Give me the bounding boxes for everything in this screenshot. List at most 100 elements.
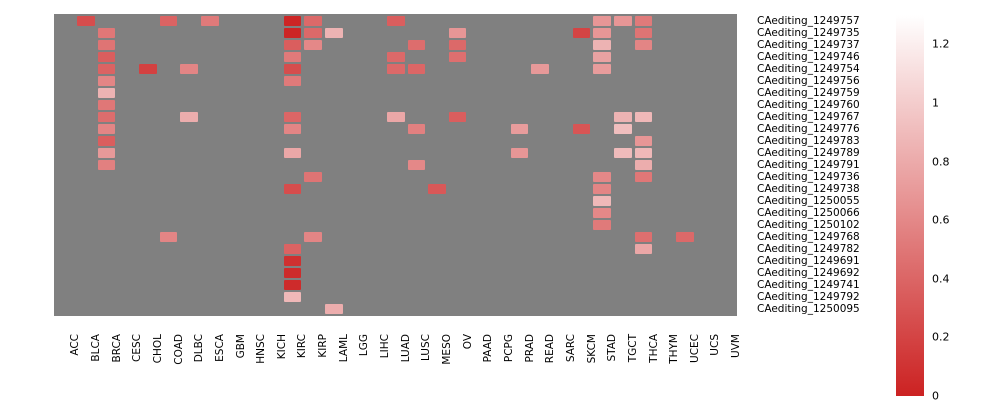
heatmap-cell [531, 64, 550, 74]
heatmap-cell [366, 208, 384, 218]
row-label: CAediting_1249754 [757, 63, 860, 75]
heatmap-cell [655, 40, 673, 50]
heatmap-cell [221, 76, 240, 86]
heatmap-cell [696, 28, 715, 38]
heatmap-cell [180, 208, 199, 218]
heatmap-cell [634, 52, 653, 62]
heatmap-cell [655, 64, 673, 74]
heatmap-cell [97, 88, 116, 98]
heatmap-cell [242, 112, 260, 122]
heatmap-cell [428, 304, 446, 314]
heatmap-cell [159, 100, 178, 110]
row-label: CAediting_1249760 [757, 99, 860, 111]
heatmap-cell [386, 40, 405, 50]
heatmap-cell [593, 244, 612, 254]
heatmap-cell [304, 52, 322, 62]
heatmap-cell [572, 280, 591, 290]
heatmap-cell [263, 292, 281, 302]
heatmap-cell [139, 220, 157, 230]
heatmap-cell [510, 52, 529, 62]
heatmap-cell [324, 232, 343, 242]
heatmap-cell [180, 64, 199, 74]
heatmap-cell [448, 196, 467, 206]
heatmap-cell [345, 304, 364, 314]
heatmap-cell [407, 208, 426, 218]
row-label: CAediting_1249746 [757, 51, 860, 63]
column-label: SKCM [585, 334, 598, 364]
heatmap-cell [490, 112, 508, 122]
heatmap-cell [283, 124, 302, 134]
heatmap-cell [324, 76, 343, 86]
heatmap-cell [717, 280, 735, 290]
heatmap-cell [56, 112, 75, 122]
heatmap-cell [159, 292, 178, 302]
heatmap-cell [242, 220, 260, 230]
heatmap-cell [696, 232, 715, 242]
heatmap-cell [552, 112, 570, 122]
heatmap-cell [139, 100, 157, 110]
heatmap-cell [448, 40, 467, 50]
heatmap-cell [366, 52, 384, 62]
heatmap-cell [717, 136, 735, 146]
heatmap-cell [510, 172, 529, 182]
column-label: LIHC [379, 334, 392, 359]
heatmap-cell [572, 232, 591, 242]
heatmap-cell [118, 100, 137, 110]
heatmap-cell [407, 40, 426, 50]
heatmap-cell [552, 196, 570, 206]
heatmap-cell [614, 304, 632, 314]
heatmap-cell [304, 40, 322, 50]
heatmap-cell [448, 112, 467, 122]
heatmap-cell [717, 124, 735, 134]
column-label: LAML [337, 334, 350, 363]
heatmap-cell [56, 64, 75, 74]
heatmap-cell [283, 196, 302, 206]
heatmap-cell [593, 100, 612, 110]
row-label: CAediting_1249776 [757, 123, 860, 135]
heatmap-cell [263, 232, 281, 242]
heatmap-cell [717, 292, 735, 302]
heatmap-cell [221, 244, 240, 254]
heatmap-cell [696, 148, 715, 158]
column-label: PCPG [502, 334, 515, 363]
heatmap-cell [324, 244, 343, 254]
heatmap-cell [655, 280, 673, 290]
heatmap-cell [118, 16, 137, 26]
heatmap-cell [634, 256, 653, 266]
heatmap-cell [490, 232, 508, 242]
heatmap-cell [77, 220, 95, 230]
heatmap-cell [448, 172, 467, 182]
column-label: BLCA [89, 334, 102, 362]
heatmap-cell [97, 100, 116, 110]
heatmap-cell [324, 256, 343, 266]
heatmap-cell [386, 232, 405, 242]
heatmap-cell [676, 280, 694, 290]
heatmap-cell [304, 28, 322, 38]
heatmap-cell [345, 280, 364, 290]
heatmap-cell [510, 220, 529, 230]
heatmap-cell [469, 196, 488, 206]
heatmap-cell [221, 196, 240, 206]
heatmap-cell [201, 304, 219, 314]
heatmap-cell [469, 52, 488, 62]
heatmap-cell [469, 64, 488, 74]
heatmap-cell [531, 220, 550, 230]
heatmap-cell [180, 28, 199, 38]
heatmap-cell [676, 112, 694, 122]
heatmap-cell [531, 16, 550, 26]
column-label: DLBC [193, 334, 206, 363]
heatmap-cell [180, 232, 199, 242]
heatmap-cell [676, 232, 694, 242]
heatmap-cell [366, 292, 384, 302]
heatmap-cell [407, 304, 426, 314]
heatmap-cell [634, 292, 653, 302]
heatmap-cell [448, 232, 467, 242]
heatmap-cell [428, 136, 446, 146]
heatmap-cell [242, 136, 260, 146]
heatmap-cell [676, 76, 694, 86]
heatmap-cell [614, 76, 632, 86]
heatmap-cell [97, 208, 116, 218]
heatmap-cell [428, 280, 446, 290]
heatmap-cell [242, 268, 260, 278]
heatmap-cell [655, 172, 673, 182]
